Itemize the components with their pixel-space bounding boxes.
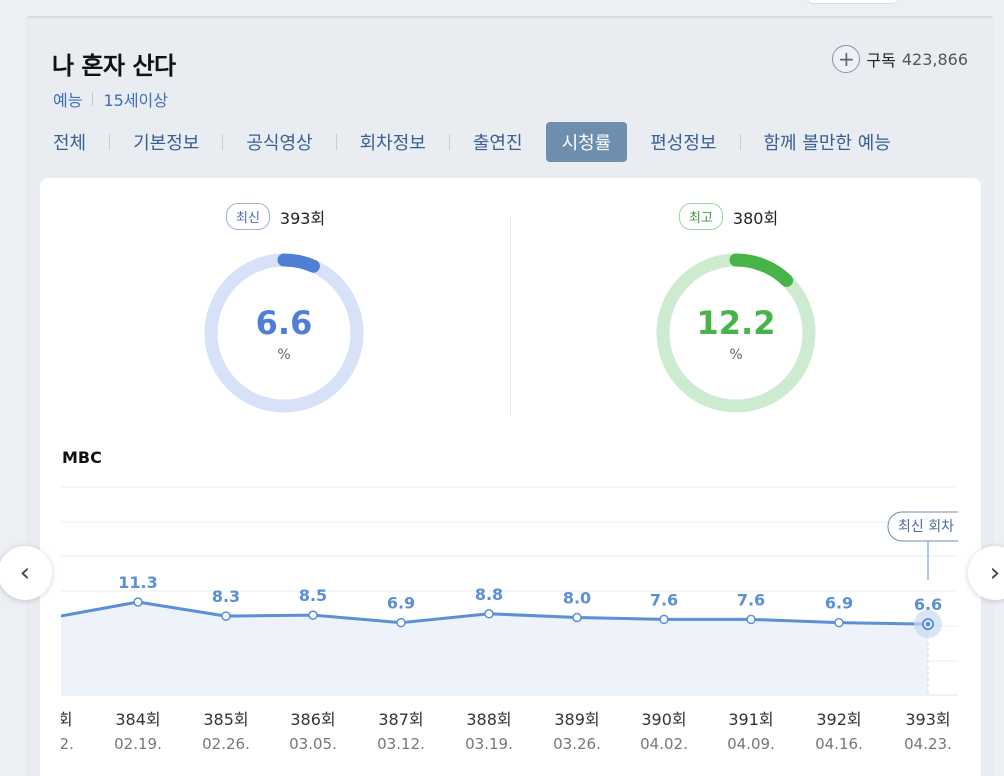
- plot-area: 0 11.3 8.3 8.5 6.9 8.8 8.0 7.6 7.6 6.9 6.6 최신 회차: [44, 511, 958, 695]
- x-tick-episode-3: 386회: [290, 710, 335, 729]
- data-point-9: [834, 617, 844, 628]
- x-tick-date-4: 03.12.: [377, 735, 425, 753]
- highest-rating-unit: %: [729, 347, 743, 363]
- latest-episode-callout: [887, 511, 958, 542]
- tab-3[interactable]: 회차정보: [359, 133, 426, 154]
- x-tick-date-0: 02.12.: [26, 735, 74, 753]
- data-label-5: 8.8: [475, 585, 503, 604]
- subscribe-count: 423,866: [901, 49, 968, 69]
- data-point-3: [308, 610, 318, 620]
- data-label-7: 7.6: [650, 590, 678, 609]
- plus-icon: +: [832, 45, 861, 73]
- data-point-0: [46, 614, 54, 622]
- data-point-6: [572, 612, 582, 623]
- x-tick-episode-6: 389회: [554, 710, 599, 729]
- age-rating: 15세이상: [103, 91, 168, 110]
- data-label-1: 11.3: [118, 573, 157, 592]
- latest-episode: 393회: [279, 208, 326, 228]
- latest-tag: 최신: [226, 203, 270, 230]
- latest-gauge-header: 최신 393회: [226, 203, 406, 230]
- data-label-3: 8.5: [299, 586, 327, 605]
- tab-divider: [335, 134, 337, 150]
- latest-rating-unit: %: [277, 347, 291, 363]
- x-tick-episode-9: 392회: [816, 710, 861, 729]
- chevron-left-icon: ‹: [19, 558, 31, 588]
- x-tick-date-6: 03.26.: [553, 735, 601, 753]
- tab-divider: [448, 134, 450, 150]
- gauge-divider: [510, 216, 511, 416]
- data-label-9: 6.9: [825, 594, 853, 613]
- data-label-0: 0: [44, 589, 55, 608]
- highest-gauge-header: 최고 380회: [679, 203, 859, 230]
- x-tick-episode-4: 387회: [378, 710, 423, 729]
- x-tick-date-3: 03.05.: [289, 735, 337, 753]
- data-point-8: [746, 614, 756, 625]
- tab-1[interactable]: 기본정보: [133, 133, 200, 154]
- data-point-2: [221, 611, 231, 621]
- x-tick-episode-10: 393회: [905, 710, 950, 729]
- tab-7[interactable]: 함께 볼만한 예능: [763, 133, 891, 154]
- data-point-7: [659, 614, 669, 625]
- x-tick-date-1: 02.19.: [114, 735, 162, 753]
- latest-episode-callout-label: 최신 회차: [898, 519, 954, 535]
- tab-2[interactable]: 공식영상: [246, 133, 313, 154]
- data-point-core: [925, 621, 931, 627]
- x-tick-episode-1: 384회: [115, 710, 160, 729]
- x-axis-labels: 383회 02.12. 384회 02.19. 385회 02.26. 386회 03.05.…: [26, 710, 952, 753]
- tab-6[interactable]: 편성정보: [650, 133, 717, 154]
- data-label-10: 6.6: [914, 595, 942, 614]
- latest-gauge-ring: [204, 253, 364, 413]
- data-label-8: 7.6: [737, 590, 765, 609]
- highest-episode: 380회: [732, 208, 779, 228]
- subscribe-label: 구독: [866, 51, 896, 70]
- x-tick-date-2: 02.26.: [202, 735, 250, 753]
- highest-gauge-ring: [656, 253, 816, 413]
- tab-4[interactable]: 출연진: [472, 133, 523, 154]
- tab-divider: [739, 134, 741, 150]
- genre-label: 예능: [53, 91, 83, 110]
- subscribe-button[interactable]: + 구독 423,866: [832, 45, 968, 73]
- data-point-5: [484, 609, 494, 619]
- x-tick-date-10: 04.23.: [904, 735, 952, 753]
- x-tick-date-7: 04.02.: [640, 735, 688, 753]
- tab-bar: 전체 기본정보 공식영상 회차정보 출연진 시청률 편성정보 함께 볼만한 예능: [40, 122, 904, 162]
- x-tick-episode-8: 391회: [728, 710, 773, 729]
- page-title: 나 혼자 산다: [52, 52, 176, 80]
- latest-rating-value: 6.6: [255, 304, 313, 342]
- x-tick-date-8: 04.09.: [727, 735, 775, 753]
- tab-0[interactable]: 전체: [53, 133, 87, 154]
- data-label-6: 8.0: [563, 589, 591, 608]
- next-arrow-button[interactable]: ›: [968, 546, 1004, 600]
- tab-divider: [222, 134, 224, 150]
- x-tick-episode-2: 385회: [203, 710, 248, 729]
- data-label-4: 6.9: [387, 594, 415, 613]
- data-label-2: 8.3: [212, 587, 240, 606]
- x-tick-date-9: 04.16.: [815, 735, 863, 753]
- tab-5[interactable]: 시청률: [545, 122, 628, 162]
- meta-divider: [92, 92, 94, 106]
- data-point-4: [396, 617, 406, 628]
- program-meta: 예능 15세이상: [53, 87, 168, 111]
- latest-gauge-fill: [277, 253, 320, 273]
- highest-gauge-fill: [729, 253, 794, 287]
- data-point-1: [133, 597, 143, 607]
- x-tick-episode-5: 388회: [466, 710, 511, 729]
- chevron-right-icon: ›: [989, 558, 1001, 588]
- series-area: [61, 602, 928, 695]
- tab-divider: [109, 134, 111, 150]
- x-tick-episode-7: 390회: [641, 710, 686, 729]
- channel-label: MBC: [62, 448, 102, 467]
- x-tick-episode-0: 383회: [27, 710, 72, 729]
- x-tick-date-5: 03.19.: [465, 735, 513, 753]
- highest-tag: 최고: [679, 203, 723, 230]
- prev-arrow-button[interactable]: ‹: [0, 546, 52, 600]
- highest-rating-value: 12.2: [696, 304, 776, 342]
